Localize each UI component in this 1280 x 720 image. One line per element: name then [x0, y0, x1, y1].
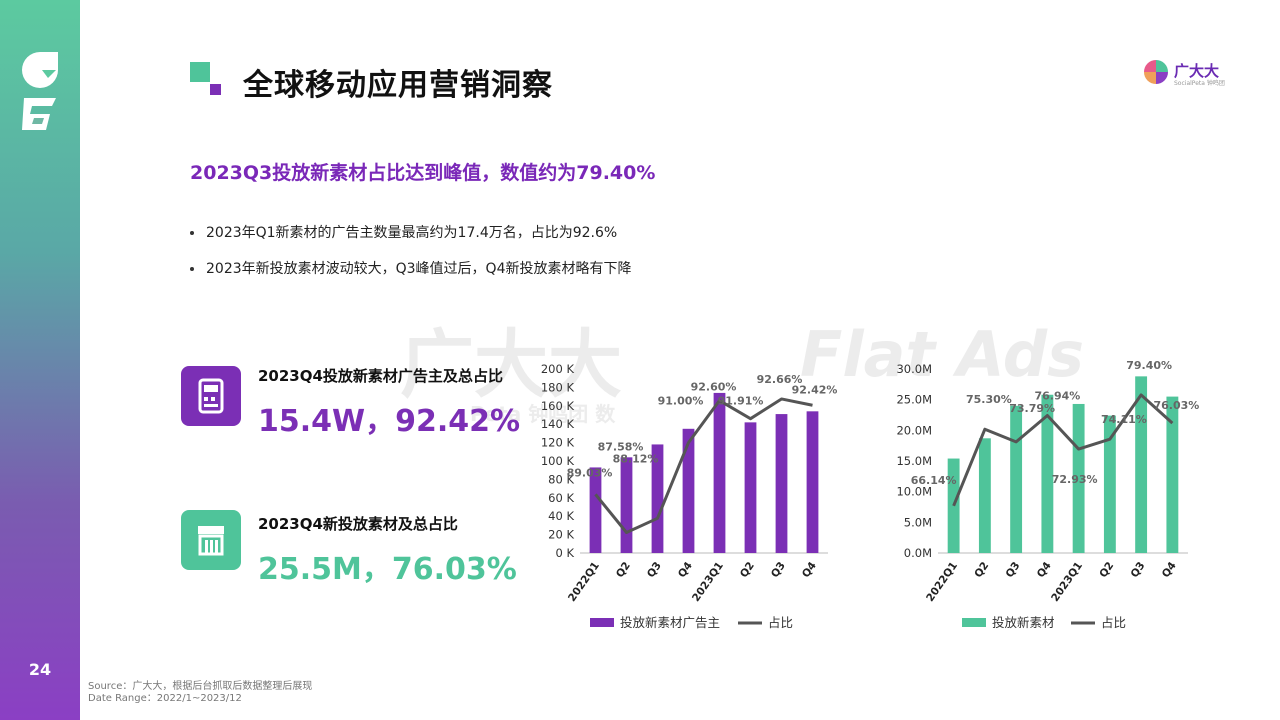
x-tick-label: Q3: [645, 560, 664, 580]
x-tick-label: Q3: [1003, 560, 1022, 580]
source-note: Source：广大大，根据后台抓取后数据整理后展现 Date Range：202…: [88, 681, 312, 705]
chart-creatives: 0.0M 5.0M 10.0M 15.0M 20.0M 25.0M 30.0M 2022Q1 Q…: [896, 359, 1199, 630]
x-tick-label: Q2: [972, 560, 991, 580]
y-tick-label: 20.0M: [896, 423, 932, 437]
data-label: 79.40%: [1126, 359, 1172, 372]
bar: [1166, 396, 1179, 553]
legend-label-bar: 投放新素材广告主: [620, 615, 720, 630]
data-label: 91.00%: [658, 395, 704, 408]
data-label: 72.93%: [1052, 473, 1098, 486]
y-tick-label: 40 K: [548, 509, 574, 523]
bar: [806, 411, 819, 553]
chart-advertisers: 0 K 20 K 40 K 60 K 80 K 100 K 120 K 140 K 160 K 1…: [541, 362, 838, 630]
bar: [1072, 403, 1085, 553]
brand-logo-icon: [1144, 60, 1168, 84]
data-label: 73.79%: [1009, 402, 1055, 415]
bullet-text: 2023年新投放素材波动较大，Q3峰值过后，Q4新投放素材略有下降: [206, 261, 632, 277]
data-label: 76.03%: [1153, 399, 1199, 412]
data-label: 89.03%: [567, 466, 613, 479]
x-tick-label: Q4: [1035, 560, 1054, 580]
flatads-logo-icon: [22, 52, 58, 130]
store-icon: [181, 510, 241, 570]
bar: [1041, 394, 1054, 553]
legend-label-bar: 投放新素材: [992, 615, 1055, 630]
data-label: 87.58%: [598, 440, 644, 453]
y-tick-label: 15.0M: [896, 454, 932, 468]
y-tick-label: 20 K: [548, 528, 574, 542]
x-tick-label: 2022Q1: [924, 560, 960, 604]
legend-label-line: 占比: [768, 615, 793, 630]
x-tick-label: 2023Q1: [1049, 560, 1085, 604]
y-tick-label: 100 K: [541, 454, 575, 468]
y-tick-label: 30.0M: [896, 362, 932, 376]
bullet-item: 2023年新投放素材波动较大，Q3峰值过后，Q4新投放素材略有下降: [190, 258, 631, 278]
x-tick-label: Q4: [800, 560, 819, 580]
data-label: 92.60%: [691, 381, 737, 394]
data-label: 66.14%: [911, 474, 957, 487]
bar: [744, 422, 757, 553]
data-label: 88.12%: [613, 452, 659, 465]
y-tick-label: 10.0M: [896, 485, 932, 499]
stat-label-creatives: 2023Q4新投放素材及总占比: [258, 515, 458, 533]
brand-subtitle: SocialPeta 钟鸣团: [1174, 80, 1225, 87]
title-mark-icon: [190, 62, 221, 95]
y-tick-label: 180 K: [541, 380, 575, 394]
stat-value-creatives: 25.5M，76.03%: [258, 552, 517, 587]
x-tick-label: Q3: [769, 560, 788, 580]
bar: [1103, 415, 1116, 553]
bullet-text: 2023年Q1新素材的广告主数量最高约为17.4万名，占比为92.6%: [206, 225, 618, 241]
legend-swatch-bar: [962, 618, 986, 627]
bar: [1135, 376, 1148, 553]
y-tick-label: 0.0M: [904, 546, 932, 560]
page-number: 24: [28, 660, 52, 679]
bar: [1010, 405, 1023, 553]
sidebar: 24: [0, 0, 80, 720]
y-tick-label: 160 K: [541, 399, 575, 413]
bullet-dot-icon: [190, 231, 194, 235]
bullet-item: 2023年Q1新素材的广告主数量最高约为17.4万名，占比为92.6%: [190, 222, 617, 242]
page-title: 全球移动应用营销洞察: [243, 68, 553, 103]
x-tick-label: 2022Q1: [566, 560, 602, 604]
stat-label-advertisers: 2023Q4投放新素材广告主及总占比: [258, 367, 503, 385]
ratio-line: [952, 393, 1174, 507]
x-tick-label: Q4: [676, 560, 695, 580]
bar: [589, 467, 602, 553]
bar: [651, 444, 664, 553]
y-tick-label: 0 K: [555, 546, 574, 560]
data-label: 75.30%: [966, 393, 1012, 406]
x-tick-label: Q2: [614, 560, 633, 580]
bar: [978, 438, 991, 553]
ratio-line: [594, 397, 813, 534]
y-tick-label: 200 K: [541, 362, 575, 376]
y-tick-label: 5.0M: [904, 515, 932, 529]
date-range-line: Date Range：2022/1~2023/12: [88, 693, 242, 704]
data-label: 92.42%: [792, 383, 838, 396]
data-label: 76.94%: [1034, 390, 1080, 403]
y-tick-label: 140 K: [541, 417, 575, 431]
data-label: 92.66%: [757, 373, 803, 386]
bar: [620, 457, 633, 553]
y-tick-label: 120 K: [541, 436, 575, 450]
data-label: 74.11%: [1101, 413, 1147, 426]
headline: 2023Q3投放新素材占比达到峰值，数值约为79.40%: [190, 162, 656, 184]
x-tick-label: 2023Q1: [690, 560, 726, 604]
legend-swatch-bar: [590, 618, 614, 627]
bar: [713, 392, 726, 553]
legend-label-line: 占比: [1101, 615, 1126, 630]
x-tick-label: Q3: [1128, 560, 1147, 580]
stat-value-advertisers: 15.4W，92.42%: [258, 404, 521, 439]
pos-terminal-icon: [181, 366, 241, 426]
source-line: Source：广大大，根据后台抓取后数据整理后展现: [88, 681, 313, 692]
bar: [682, 428, 695, 553]
bullet-dot-icon: [190, 267, 194, 271]
y-tick-label: 60 K: [548, 491, 574, 505]
y-tick-label: 80 K: [548, 472, 574, 486]
brand-name: 广大大: [1174, 62, 1220, 80]
bar: [775, 414, 788, 553]
x-tick-label: Q2: [738, 560, 757, 580]
x-tick-label: Q2: [1097, 560, 1116, 580]
data-label: 91.91%: [718, 395, 764, 408]
x-tick-label: Q4: [1160, 560, 1179, 580]
y-tick-label: 25.0M: [896, 393, 932, 407]
